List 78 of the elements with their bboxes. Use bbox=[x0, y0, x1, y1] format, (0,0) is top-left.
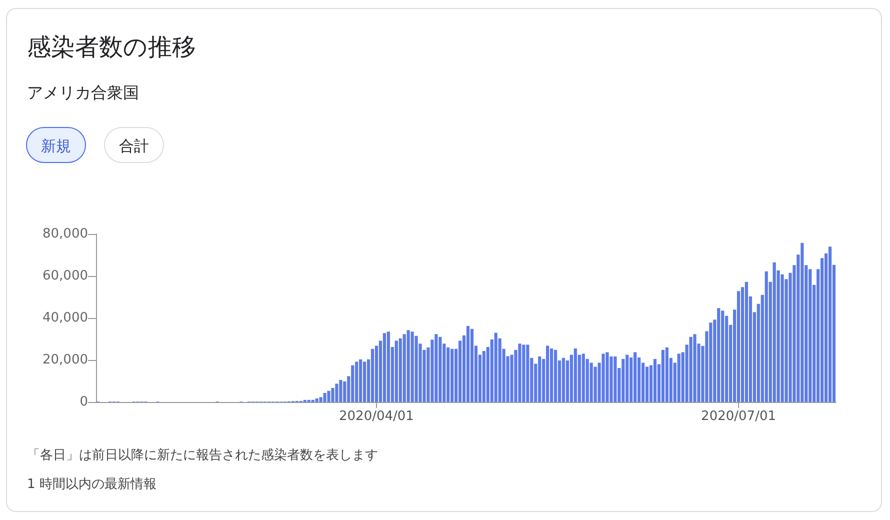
bar bbox=[538, 356, 542, 402]
bar bbox=[402, 334, 406, 402]
bar bbox=[331, 388, 334, 402]
bar bbox=[602, 354, 605, 402]
y-tick-label: 0 bbox=[80, 394, 88, 410]
bar bbox=[606, 352, 609, 402]
bar bbox=[434, 334, 438, 402]
bar bbox=[414, 336, 418, 402]
bar bbox=[693, 334, 696, 402]
bar bbox=[610, 356, 613, 402]
bar bbox=[554, 350, 558, 402]
bar bbox=[406, 330, 410, 402]
bar bbox=[736, 291, 740, 402]
bar bbox=[494, 332, 498, 402]
bar bbox=[362, 362, 366, 402]
bar bbox=[446, 347, 450, 402]
bar bbox=[665, 347, 668, 402]
bar bbox=[410, 332, 414, 402]
bar bbox=[323, 392, 326, 402]
bar bbox=[562, 358, 566, 402]
toggle-button: 合計 bbox=[104, 127, 164, 163]
bar bbox=[582, 354, 585, 402]
bar bbox=[780, 274, 784, 402]
bar bbox=[355, 362, 358, 402]
text: 「各日」は前日以降に新たに報告された感染者数を表します bbox=[27, 447, 378, 464]
bar bbox=[315, 398, 318, 402]
bar bbox=[744, 282, 748, 402]
bar bbox=[653, 358, 657, 402]
bar bbox=[470, 328, 474, 402]
bar bbox=[550, 348, 554, 402]
bar bbox=[335, 384, 338, 402]
bar bbox=[450, 348, 454, 402]
bar bbox=[689, 336, 692, 402]
bar bbox=[594, 366, 597, 402]
bar bbox=[546, 346, 550, 402]
bar bbox=[626, 354, 629, 402]
x-tick-label: 2020/04/01 bbox=[339, 409, 414, 424]
toggle-button: 新規 bbox=[26, 127, 86, 163]
bar bbox=[522, 344, 526, 402]
bar bbox=[359, 359, 362, 402]
bar bbox=[772, 262, 776, 402]
bar bbox=[386, 332, 390, 402]
bar bbox=[808, 269, 812, 402]
text: 1 時間以内の最新情報 bbox=[27, 476, 156, 493]
bar bbox=[709, 322, 712, 402]
bar bbox=[319, 397, 322, 402]
bar bbox=[382, 333, 386, 402]
bar bbox=[634, 352, 637, 402]
bar bbox=[526, 344, 530, 402]
y-tick-label: 60,000 bbox=[42, 268, 88, 284]
x-tick-label: 2020/07/01 bbox=[701, 409, 776, 424]
bar bbox=[828, 246, 832, 402]
bar bbox=[800, 242, 804, 402]
bar bbox=[518, 344, 522, 402]
bar bbox=[645, 366, 649, 402]
bar bbox=[614, 356, 617, 402]
y-tick-label: 20,000 bbox=[42, 352, 88, 368]
bar bbox=[574, 348, 577, 402]
bar bbox=[482, 350, 486, 402]
bar bbox=[351, 365, 354, 402]
bar bbox=[438, 336, 442, 402]
bar bbox=[721, 310, 724, 402]
chart-title: 感染者数の推移 bbox=[27, 32, 196, 63]
bar bbox=[622, 358, 625, 402]
bar bbox=[717, 308, 720, 402]
bar bbox=[661, 350, 664, 402]
y-tick-label: 40,000 bbox=[42, 310, 88, 326]
bar bbox=[394, 340, 398, 402]
y-tick-label: 80,000 bbox=[42, 226, 88, 242]
bar bbox=[398, 338, 402, 402]
chart-subtitle: アメリカ合衆国 bbox=[27, 83, 139, 104]
bar bbox=[466, 326, 470, 402]
bar bbox=[677, 354, 680, 402]
bar bbox=[327, 390, 330, 402]
bar bbox=[370, 348, 374, 402]
bar bbox=[590, 362, 593, 402]
bar bbox=[339, 380, 342, 402]
bar bbox=[764, 271, 768, 402]
